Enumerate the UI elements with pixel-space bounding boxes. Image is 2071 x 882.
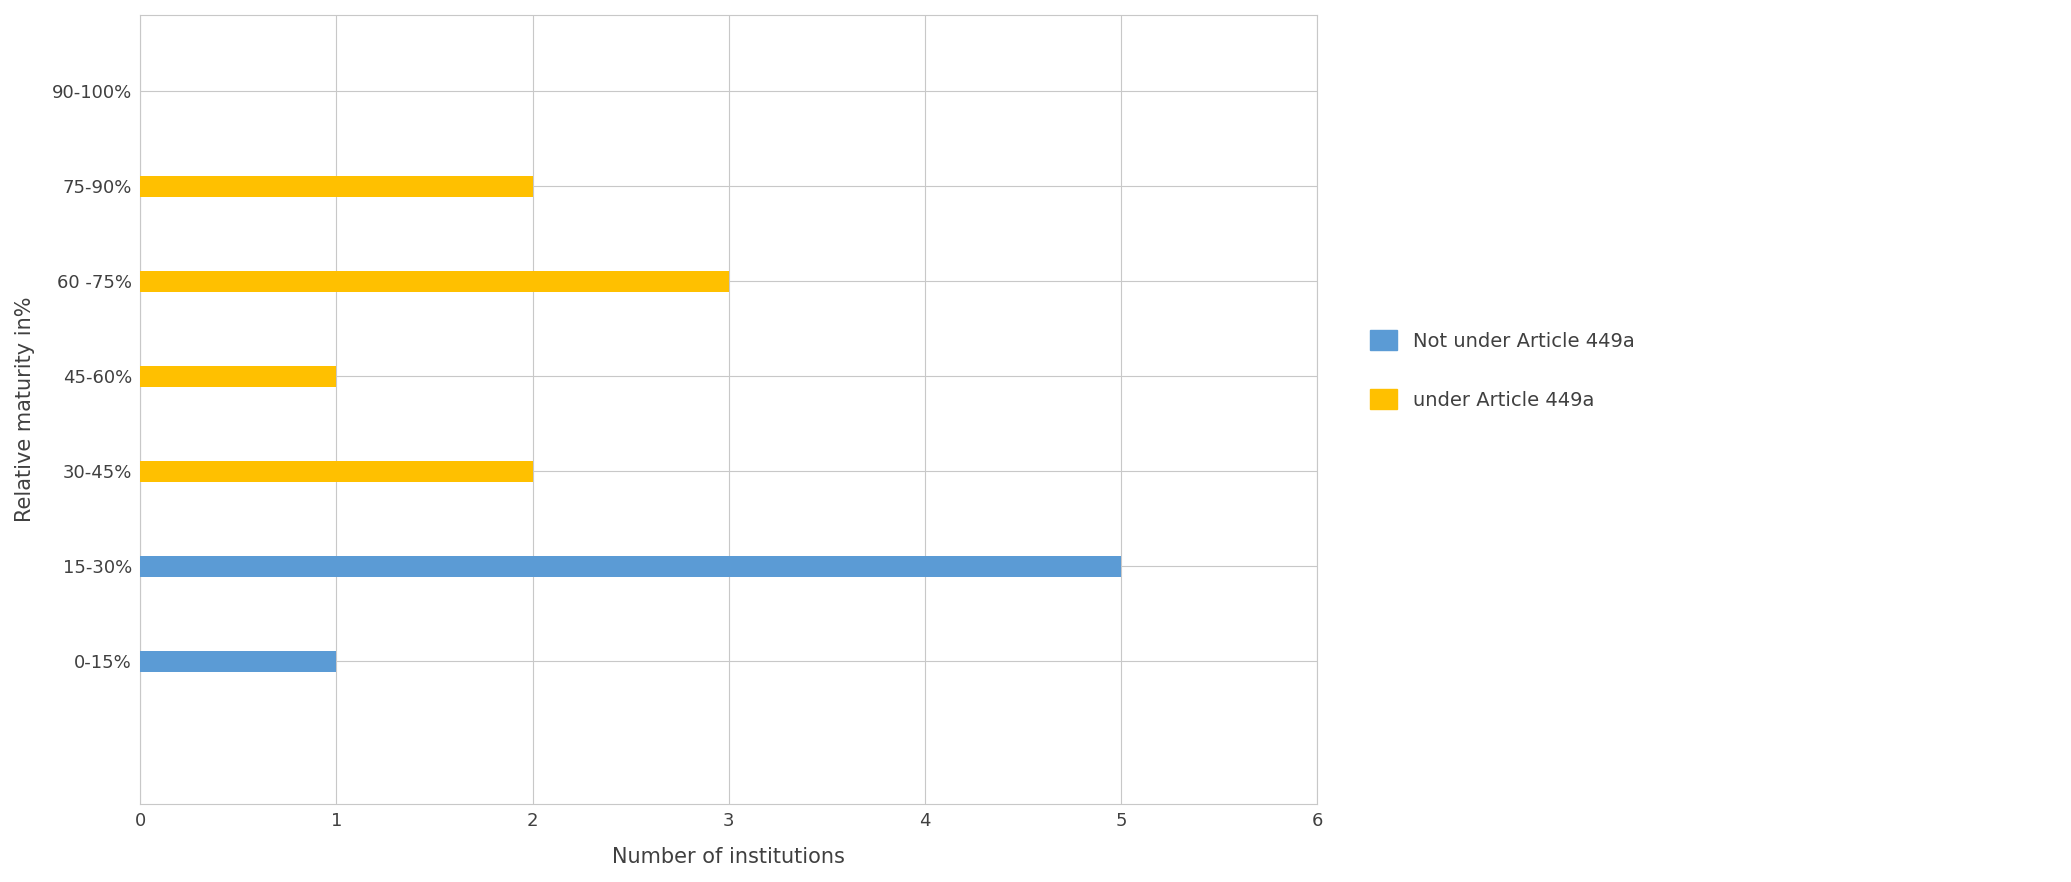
Bar bbox=[141, 176, 532, 197]
Bar bbox=[141, 366, 336, 386]
Y-axis label: Relative maturity in%: Relative maturity in% bbox=[14, 296, 35, 522]
X-axis label: Number of institutions: Number of institutions bbox=[613, 847, 845, 867]
Legend: Not under Article 449a, under Article 449a: Not under Article 449a, under Article 44… bbox=[1350, 310, 1655, 430]
Bar bbox=[141, 460, 532, 482]
Bar bbox=[141, 271, 729, 292]
Bar bbox=[141, 651, 336, 672]
Bar bbox=[141, 556, 1120, 577]
